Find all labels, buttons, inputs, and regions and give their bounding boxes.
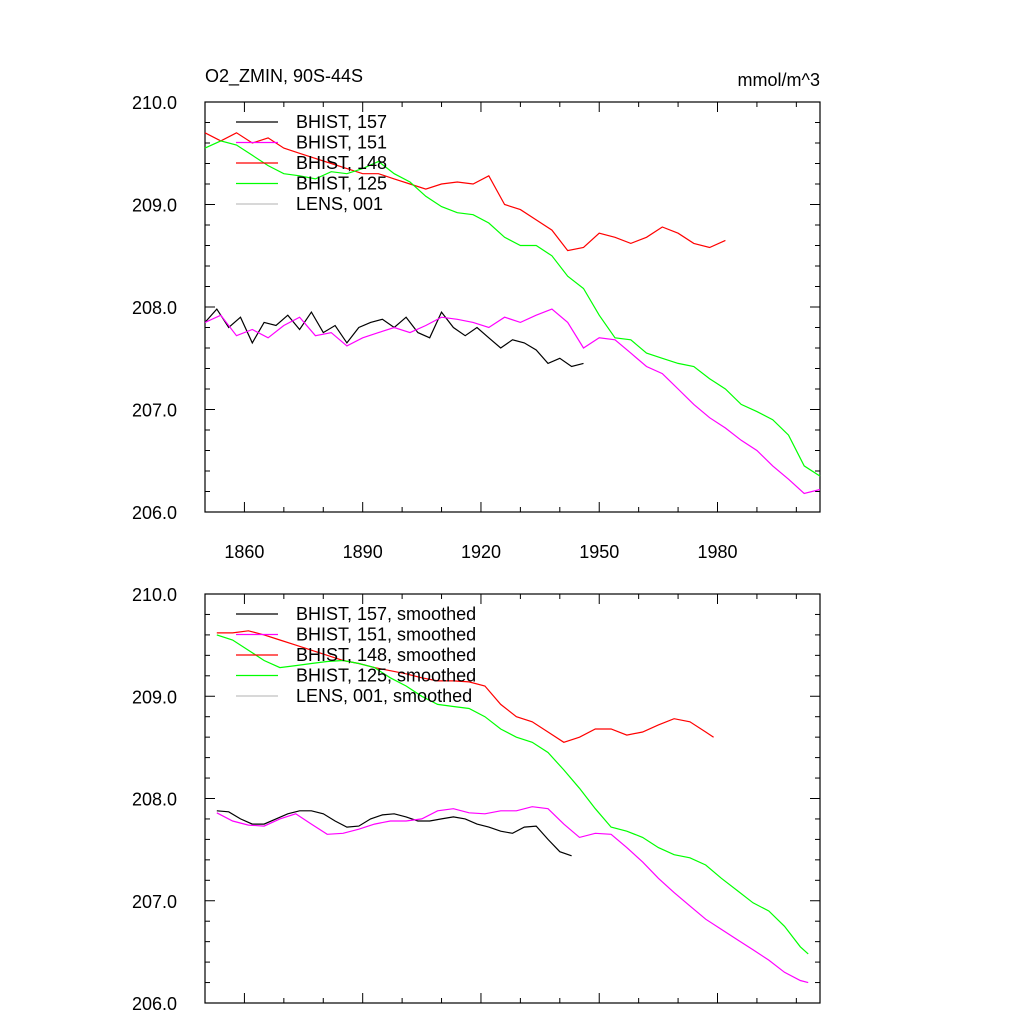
y-tick-label: 208.0 — [132, 790, 177, 810]
legend-label: BHIST, 151, smoothed — [296, 625, 476, 645]
legend-label: BHIST, 125, smoothed — [296, 666, 476, 686]
series-line-bhist-125 — [204, 140, 821, 477]
y-tick-label: 207.0 — [132, 892, 177, 912]
y-tick-label: 206.0 — [132, 503, 177, 523]
y-tick-label: 206.0 — [132, 994, 177, 1014]
x-tick-label: 1980 — [697, 542, 737, 562]
series-line-bhist-157 — [204, 308, 584, 368]
x-tick-label: 1920 — [461, 542, 501, 562]
legend-label: BHIST, 125 — [296, 174, 387, 194]
chart-title: O2_ZMIN, 90S-44S — [205, 66, 363, 87]
series-line-bhist-125-smoothed — [216, 634, 809, 955]
series-line-bhist-157-smoothed — [216, 810, 572, 857]
legend-label: BHIST, 148, smoothed — [296, 645, 476, 665]
legend-label: BHIST, 151 — [296, 133, 387, 153]
y-tick-label: 210.0 — [132, 585, 177, 605]
series-line-bhist-151 — [204, 308, 821, 495]
series-line-bhist-151-smoothed — [216, 806, 809, 984]
series-line-bhist-148 — [204, 132, 726, 252]
series-line-bhist-148-smoothed — [216, 630, 714, 743]
y-tick-label: 210.0 — [132, 93, 177, 113]
legend-label: LENS, 001 — [296, 194, 383, 214]
y-tick-label: 209.0 — [132, 687, 177, 707]
y-tick-label: 208.0 — [132, 298, 177, 318]
legend-label: BHIST, 148 — [296, 153, 387, 173]
y-tick-label: 207.0 — [132, 401, 177, 421]
legend-label: LENS, 001, smoothed — [296, 686, 472, 706]
x-tick-label: 1860 — [224, 542, 264, 562]
legend-label: BHIST, 157, smoothed — [296, 604, 476, 624]
units-label: mmol/m^3 — [738, 70, 820, 90]
top-panel: 206.0 207.0 208.0 209.0 210.0 1860 1890 1920 195… — [132, 93, 821, 562]
bottom-panel: 206.0 207.0 208.0 209.0 210.0 BHIST, 157, smo… — [132, 585, 821, 1014]
x-tick-label: 1950 — [579, 542, 619, 562]
y-tick-label: 209.0 — [132, 196, 177, 216]
x-tick-label: 1890 — [343, 542, 383, 562]
legend-label: BHIST, 157 — [296, 112, 387, 132]
